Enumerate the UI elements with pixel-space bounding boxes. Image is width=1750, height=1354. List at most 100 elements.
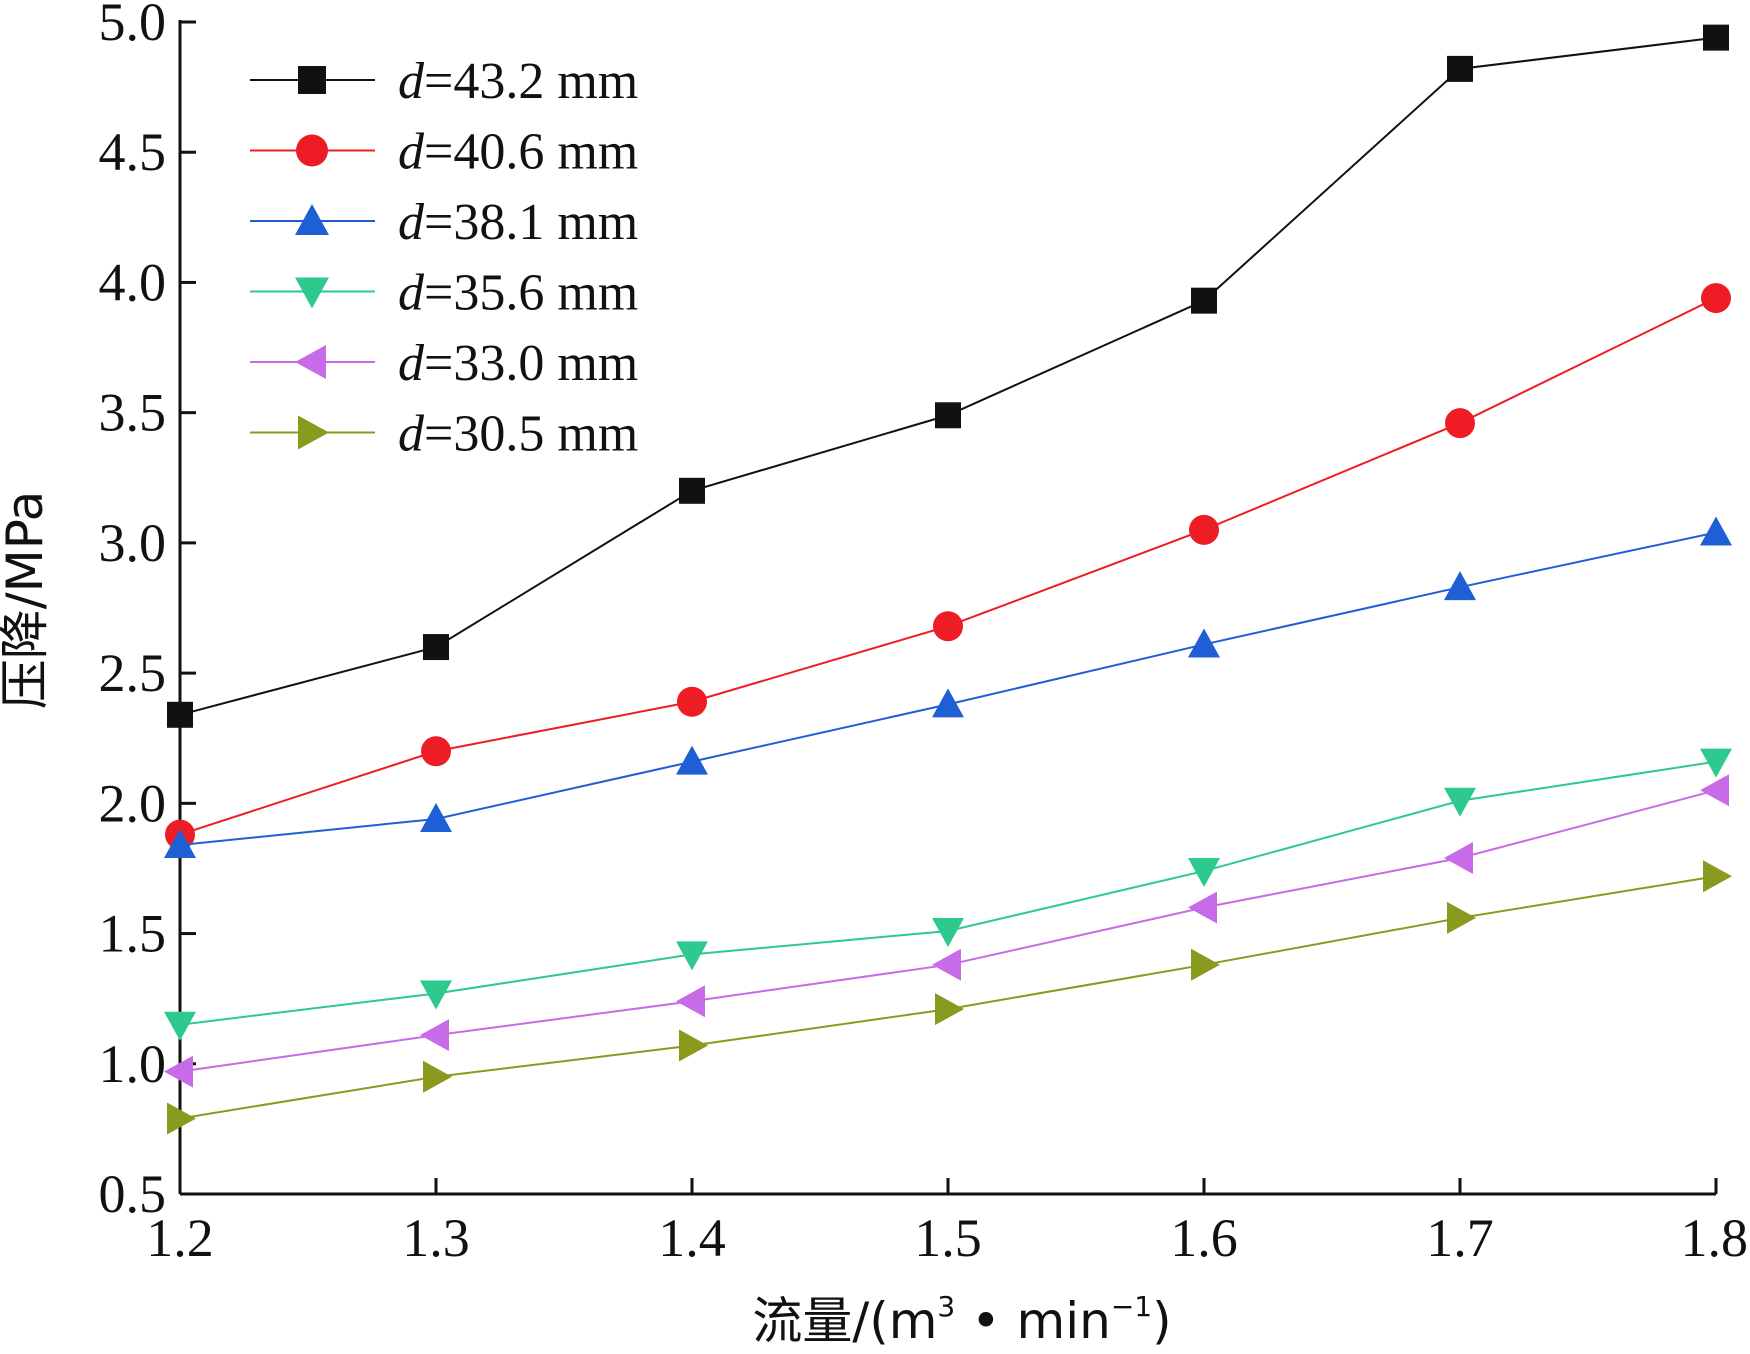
- x-axis-title-main: 流量/(m: [752, 1292, 937, 1350]
- legend-label-text: =35.6 mm: [424, 265, 638, 322]
- legend-item: d=33.0 mm: [250, 335, 638, 392]
- legend-label-var: d: [398, 406, 425, 463]
- data-point: [933, 611, 963, 642]
- data-point: [1701, 283, 1731, 314]
- y-tick-label: 1.0: [99, 1034, 167, 1094]
- legend-label-text: =43.2 mm: [424, 53, 638, 110]
- legend-label: d=43.2 mm: [398, 53, 638, 110]
- data-point: [676, 941, 708, 971]
- y-tick-label: 0.5: [99, 1164, 167, 1224]
- data-point: [679, 477, 705, 504]
- data-point: [1700, 774, 1729, 807]
- legend-marker: [298, 66, 326, 94]
- legend-marker: [295, 277, 329, 309]
- x-tick-label: 1.7: [1426, 1208, 1494, 1268]
- data-point: [679, 1029, 708, 1062]
- series-triangle-up: [164, 516, 1732, 859]
- legend-label-var: d: [398, 194, 425, 251]
- x-tick-label: 1.6: [1170, 1208, 1238, 1268]
- series-square: [167, 24, 1729, 728]
- data-point: [1703, 860, 1732, 893]
- x-tick-label: 1.3: [402, 1208, 470, 1268]
- data-point: [420, 802, 452, 832]
- x-axis-title: 流量/(m3 • min−1): [752, 1290, 1171, 1350]
- data-point: [1188, 858, 1220, 888]
- legend-item: d=40.6 mm: [250, 124, 638, 181]
- legend-marker: [295, 345, 326, 379]
- data-point: [1703, 24, 1729, 51]
- legend-item: d=38.1 mm: [250, 194, 638, 251]
- legend-item: d=35.6 mm: [250, 265, 638, 322]
- data-point: [164, 1011, 196, 1041]
- data-point: [1444, 787, 1476, 817]
- data-point: [423, 634, 449, 661]
- x-tick-label: 1.4: [658, 1208, 726, 1268]
- series-circle: [165, 283, 1731, 850]
- data-point: [164, 829, 196, 859]
- legend-label-var: d: [398, 265, 425, 322]
- data-point: [1700, 748, 1732, 778]
- data-point: [676, 745, 708, 775]
- series-line: [179, 760, 1717, 1026]
- x-axis-title-end: ): [1152, 1292, 1172, 1350]
- data-point: [423, 1060, 452, 1093]
- data-point: [1444, 571, 1476, 601]
- legend: d=43.2 mmd=40.6 mmd=38.1 mmd=35.6 mmd=33…: [250, 53, 638, 463]
- data-point: [1445, 408, 1475, 439]
- data-point: [167, 701, 193, 728]
- series-triangle-down: [164, 748, 1732, 1041]
- data-point: [676, 985, 705, 1018]
- series-triangle-left: [164, 774, 1729, 1088]
- data-point: [1447, 55, 1473, 82]
- data-point: [164, 1055, 193, 1088]
- data-point: [420, 980, 452, 1010]
- x-axis-title-mid: • min: [955, 1292, 1111, 1350]
- legend-label-text: =40.6 mm: [424, 124, 638, 181]
- y-tick-label: 5.0: [99, 0, 167, 52]
- legend-label: d=35.6 mm: [398, 265, 638, 322]
- legend-marker: [298, 415, 329, 450]
- legend-label-text: =33.0 mm: [424, 335, 638, 392]
- data-point: [932, 948, 961, 981]
- legend-item: d=43.2 mm: [250, 53, 638, 110]
- data-point: [1188, 891, 1217, 924]
- data-point: [935, 402, 961, 429]
- y-tick-label: 3.5: [99, 383, 167, 443]
- data-point: [1188, 628, 1220, 658]
- legend-label-text: =38.1 mm: [424, 194, 638, 251]
- data-point: [1444, 842, 1473, 875]
- series-triangle-right: [167, 860, 1732, 1135]
- x-axis-title-sup2: −1: [1111, 1290, 1152, 1323]
- legend-label-var: d: [398, 124, 425, 181]
- axes: 0.5 1.0 1.5 2.0 2.5 3.0 3.5 4.0 4.5 5.0 1.2 1.3 1.4 1…: [99, 0, 1749, 1268]
- data-point: [932, 917, 964, 947]
- data-point: [1191, 287, 1217, 314]
- data-point: [677, 686, 707, 717]
- legend-label-var: d: [398, 335, 425, 392]
- y-tick-label: 3.0: [99, 513, 167, 573]
- y-tick-label: 4.5: [99, 122, 167, 182]
- data-point: [167, 1102, 196, 1135]
- legend-marker: [295, 204, 329, 235]
- legend-label: d=38.1 mm: [398, 194, 638, 251]
- data-point: [1189, 514, 1219, 545]
- legend-marker: [296, 134, 328, 167]
- y-tick-label: 2.0: [99, 773, 167, 833]
- data-point: [1700, 516, 1732, 546]
- legend-label-text: =30.5 mm: [424, 406, 638, 463]
- y-tick-label: 1.5: [99, 904, 167, 964]
- x-tick-label: 1.8: [1681, 1208, 1749, 1268]
- legend-label: d=30.5 mm: [398, 406, 638, 463]
- data-point: [1191, 948, 1220, 981]
- legend-item: d=30.5 mm: [250, 406, 638, 463]
- data-point: [420, 1019, 449, 1052]
- legend-label-var: d: [398, 53, 425, 110]
- data-point: [1447, 901, 1476, 934]
- x-axis-title-sup1: 3: [937, 1290, 955, 1323]
- data-point: [935, 993, 964, 1026]
- data-point: [932, 688, 964, 718]
- series-layer: [164, 24, 1732, 1135]
- y-axis-title: 压降/MPa: [0, 491, 54, 710]
- y-tick-label: 4.0: [99, 252, 167, 312]
